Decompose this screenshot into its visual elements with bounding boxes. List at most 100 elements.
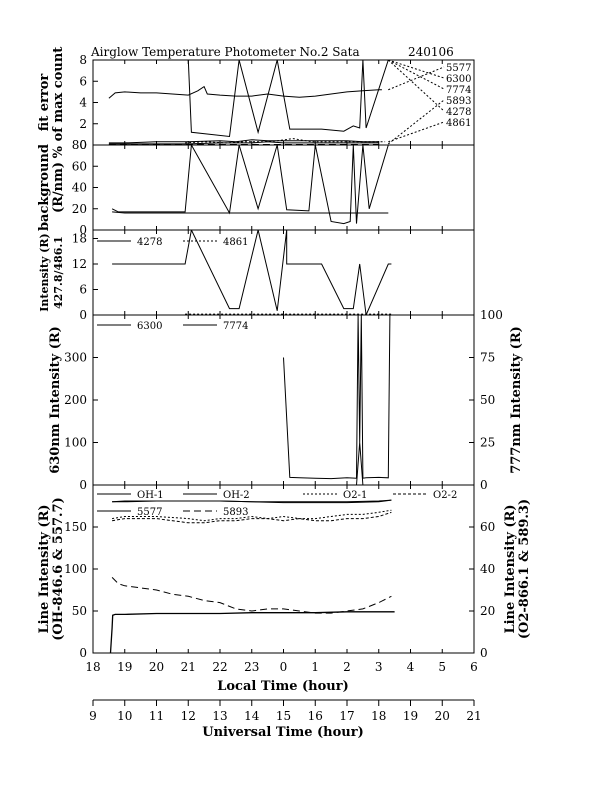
ytick-label-line: 50 [72,604,87,618]
right-label-5577: 5577 [446,63,471,74]
xtick-local-label: 18 [85,660,100,674]
ytick-label-line: 0 [79,646,87,660]
ylabel-blue: 427.8/486.1 [52,236,65,309]
xtick-ut-label: 20 [435,709,450,723]
ylabel-red: 630nm Intensity (R) [48,326,63,474]
legend-label-6300: 6300 [137,321,162,332]
series-line-5893 [111,577,392,614]
series-line-o2-2 [112,511,392,524]
panel-bg: 0 20 40 60 80 background (R/nm) [37,138,475,237]
xtick-ut-label: 17 [339,709,354,723]
ytick-right-label-line: 40 [480,562,495,576]
ytick-label-bg: 80 [72,138,87,152]
legend-label-5893: 5893 [223,507,248,518]
xtick-ut-label: 13 [212,709,227,723]
ytick-label-fit: 4 [79,96,87,110]
legend-label-o2-1: O2-1 [343,490,367,501]
right-label-5893: 5893 [446,96,471,107]
xtick-ut-label: 14 [244,709,260,723]
x-local-label: Local Time (hour) [217,679,349,694]
ylabel-blue: Intensity (R) [38,233,51,311]
xtick-ut-label: 15 [276,709,291,723]
series-line-oh-2 [112,499,392,503]
series-red-6300 [283,315,391,480]
axes-layer: 18 19 20 21 22 23 0 1 2 3 4 5 69 10 11 12 13 14 15 16 17 18 19… [85,660,481,723]
series-blue-4278 [112,230,392,315]
xtick-local-label: 0 [280,660,288,674]
ytick-right-label-red: 75 [480,351,495,365]
leader-line-4861 [388,121,445,143]
ytick-label-bg: 60 [72,159,87,173]
xtick-ut-label: 19 [403,709,418,723]
legend-label-oh-1: OH-1 [137,490,164,501]
leader-line-6300 [388,59,445,79]
ytick-label-fit: 0 [79,138,87,152]
panel-fit: 0 2 4 6 8 fit error% of max count 557763007774… [37,47,475,158]
ytick-label-line: 100 [64,562,87,576]
legend-label-7774: 7774 [223,321,248,332]
legend-label-5577: 5577 [137,507,162,518]
panel-blue: 0 6 12 18 Intensity (R) 427.8/486.1 4278 4861 [38,229,475,322]
legend-label-oh-2: OH-2 [223,490,250,501]
legend-label-4278: 4278 [137,237,162,248]
ytick-right-label-red: 0 [480,478,488,492]
date-code: 240106 [408,45,454,59]
ytick-right-label-red: 25 [480,436,495,450]
ytick-label-blue: 0 [79,308,87,322]
xtick-ut-label: 18 [371,709,386,723]
xtick-local-label: 5 [438,660,446,674]
xtick-ut-label: 16 [308,709,323,723]
series-bg-background-2 [112,211,389,214]
ylabel-fit: fit error [37,74,52,132]
ylabel-line: Line Intensity (R) [37,504,52,633]
ytick-right-label-line: 60 [480,520,495,534]
leader-line-7774 [388,59,445,90]
ylabel-right-red: 777nm Intensity (R) [509,326,524,474]
series-fit-4278 [187,60,389,138]
x-ut-label: Universal Time (hour) [202,725,364,740]
chart-title: Airglow Temperature Photometer No.2 Sata [90,45,360,59]
ylabel-bg: background [37,144,52,231]
right-label-4278: 4278 [446,107,471,118]
ytick-label-bg: 0 [79,223,87,237]
panel-frame-fit [92,59,475,146]
series-fit-6300 [108,139,379,144]
legend-label-o2-2: O2-2 [433,490,457,501]
xtick-local-label: 20 [149,660,164,674]
ytick-label-red: 100 [64,436,87,450]
xtick-ut-label: 11 [149,709,164,723]
ylabel-right-line: Line Intensity (R) [503,504,518,633]
series-fit-4861 [185,138,386,144]
right-label-7774: 7774 [446,85,471,96]
xtick-local-label: 6 [470,660,478,674]
xtick-local-label: 21 [181,660,196,674]
ytick-label-fit: 8 [79,53,87,67]
leader-line-5577 [388,66,445,91]
xtick-local-label: 19 [117,660,132,674]
ylabel-bg: (R/nm) [51,162,66,213]
panel-frame-red [92,314,475,486]
series-line-5577 [109,611,395,653]
ytick-label-fit: 2 [79,117,87,131]
xtick-local-label: 1 [311,660,319,674]
legend-label-4861: 4861 [223,237,248,248]
xtick-ut-label: 10 [117,709,132,723]
xtick-local-label: 3 [375,660,383,674]
ytick-label-red: 200 [64,393,87,407]
ytick-label-bg: 20 [72,202,87,216]
leader-line-5893 [387,99,445,145]
xtick-ut-label: 21 [466,709,481,723]
ytick-label-red: 0 [79,478,87,492]
ytick-label-line: 150 [64,520,87,534]
ytick-label-red: 300 [64,351,87,365]
series-bg-background [111,145,389,225]
leader-line-4278 [387,59,445,112]
ytick-label-blue: 18 [72,232,87,246]
ytick-right-label-line: 0 [480,646,488,660]
ytick-label-bg: 40 [72,181,87,195]
series-fit-5577 [108,85,382,99]
